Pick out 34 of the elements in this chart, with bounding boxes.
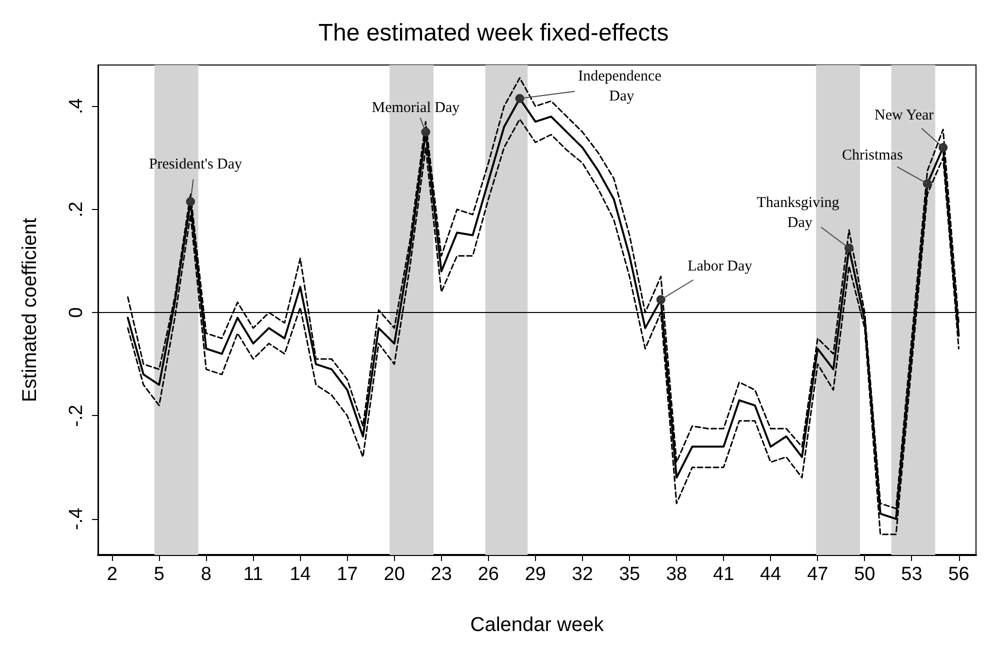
x-tick-label: 23 (430, 564, 452, 585)
x-tick-label: 20 (384, 564, 405, 585)
x-tick-label: 14 (290, 564, 312, 585)
y-axis-title: Estimated coefficient (19, 217, 41, 402)
x-tick-label: 38 (666, 564, 688, 585)
y-tick-label: 0 (66, 307, 87, 318)
annotation: President's Day (148, 156, 243, 173)
annotation: Independence Day (578, 68, 662, 105)
x-tick-label: 47 (807, 564, 828, 585)
annotation: Memorial Day (372, 100, 460, 116)
x-tick-label: 53 (901, 564, 922, 585)
y-tick-label: -.2 (66, 404, 87, 427)
x-tick-label: 41 (713, 564, 734, 585)
x-tick-label: 5 (154, 564, 164, 585)
annotation: Thanksgiving Day (756, 195, 840, 232)
x-tick-label: 44 (760, 564, 782, 585)
annotation: Christmas (842, 148, 903, 164)
x-tick-label: 50 (854, 564, 876, 585)
annotation: New Year (874, 108, 934, 124)
x-tick-label: 32 (572, 564, 594, 585)
x-tick-label: 11 (243, 564, 264, 585)
y-tick-label: .2 (66, 201, 87, 218)
y-tick-label: .4 (66, 98, 87, 114)
x-tick-label: 8 (200, 564, 212, 585)
x-tick-label: 26 (478, 564, 499, 585)
x-axis-title: Calendar week (470, 614, 605, 636)
x-tick-label: 29 (524, 564, 546, 585)
x-tick-label: 17 (336, 564, 358, 585)
x-tick-label: 56 (948, 564, 970, 585)
y-tick-label: -.4 (66, 507, 87, 530)
x-tick-label: 2 (106, 564, 118, 585)
chart-title: The estimated week fixed-effects (318, 20, 669, 46)
annotation: Labor Day (688, 258, 753, 275)
x-tick-label: 35 (618, 564, 640, 585)
